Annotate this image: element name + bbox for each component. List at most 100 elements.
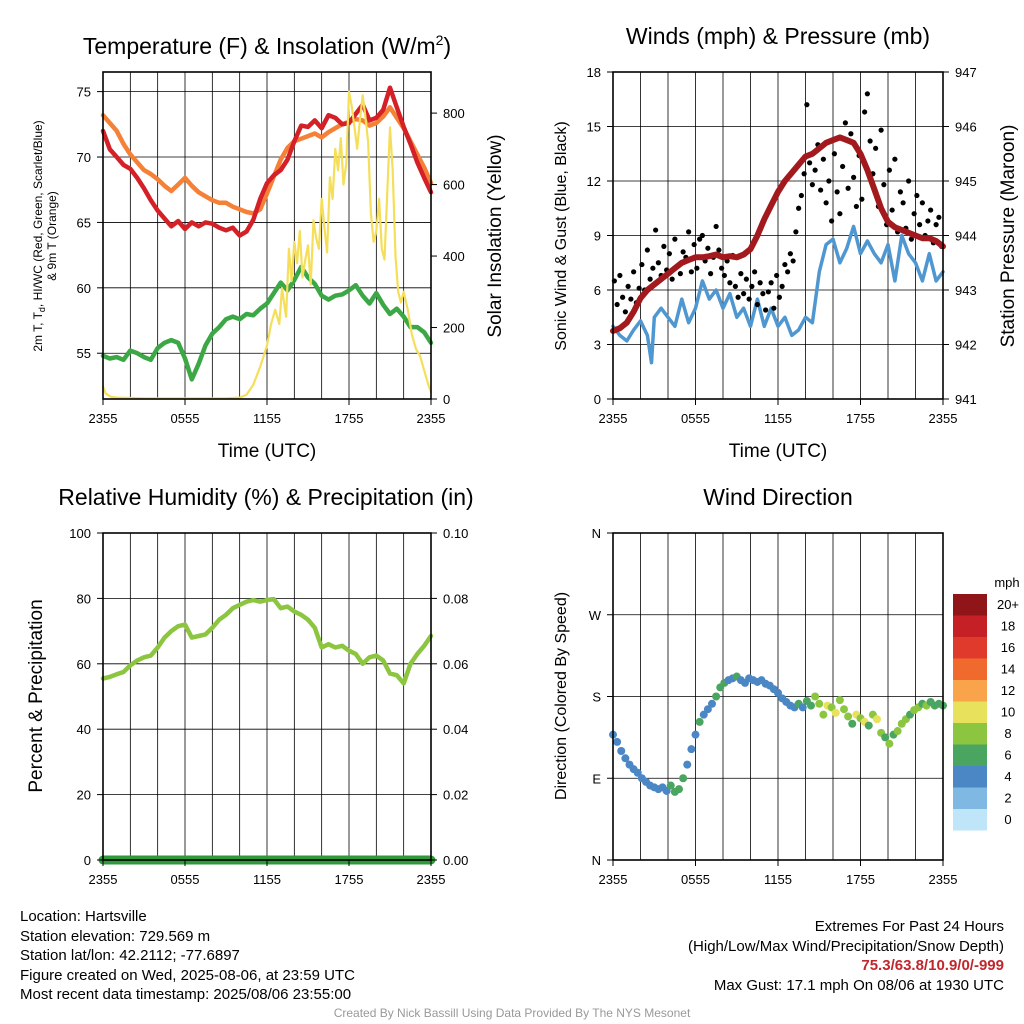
gust-point <box>686 229 692 235</box>
rh-ytick-label: 0 <box>84 853 91 868</box>
wind-y2tick-label: 943 <box>955 283 977 298</box>
gust-point <box>892 156 898 162</box>
gust-point <box>708 271 714 277</box>
temp-ytick-label: 60 <box>77 281 91 296</box>
station-location: Location: Hartsville <box>20 908 147 925</box>
gust-point <box>859 196 865 202</box>
legend-label: 6 <box>1004 748 1011 763</box>
gust-point <box>820 156 826 162</box>
temp-xtick-label: 0555 <box>171 411 200 426</box>
temp-orange-line <box>100 105 434 216</box>
direction-point <box>613 737 622 746</box>
extremes-legend: (High/Low/Max Wind/Precipitation/Snow De… <box>688 937 1004 955</box>
rh-y2tick-label: 0.02 <box>443 788 468 803</box>
gust-point <box>774 272 780 279</box>
direction-point <box>815 699 824 708</box>
direction-point <box>864 721 873 730</box>
temperature-title: Temperature (F) & Insolation (W/m2) <box>83 32 451 59</box>
gust-point <box>928 207 934 213</box>
temp-ytick-label: 55 <box>77 346 91 361</box>
wind-series <box>610 91 946 365</box>
direction-y-label: Direction (Colored By Speed) <box>553 592 570 800</box>
gust-point <box>765 289 771 295</box>
gust-point <box>862 109 868 115</box>
gust-point <box>908 236 914 242</box>
gust-point <box>716 247 722 253</box>
wind-title: Winds (mph) & Pressure (mb) <box>626 23 930 49</box>
wind-y2tick-label: 942 <box>955 338 977 353</box>
temp-xtick-label: 2355 <box>417 411 446 426</box>
gust-point <box>771 305 777 311</box>
temp-xtick-label: 1155 <box>253 411 281 426</box>
direction-point <box>811 692 820 701</box>
gust-point <box>798 192 804 199</box>
legend-label: 2 <box>1004 791 1011 806</box>
legend-label: 18 <box>1001 619 1015 634</box>
temp-ytick-label: 75 <box>77 85 91 100</box>
gust-point <box>807 160 813 166</box>
legend-swatch <box>953 594 987 616</box>
direction-point <box>831 708 840 717</box>
direction-point <box>844 712 853 721</box>
temperature-y-label-line2: & 9m T (Orange) <box>45 191 59 281</box>
legend-label: 0 <box>1004 812 1011 827</box>
gust-point <box>842 120 848 126</box>
gust-point <box>746 296 752 302</box>
gust-point <box>760 291 766 297</box>
wind-ytick-label: 6 <box>594 283 601 298</box>
wind-panel: Winds (mph) & Pressure (mb) 0 3 6 9 12 15 18 94… <box>553 23 1019 462</box>
gust-point <box>809 182 815 188</box>
temp-xtick-label: 1755 <box>335 411 364 426</box>
wind-x-label: Time (UTC) <box>729 441 828 462</box>
wind-y2tick-label: 941 <box>955 392 977 407</box>
station-elevation: Station elevation: 729.569 m <box>20 927 211 945</box>
dir-ytick-label: W <box>589 608 602 623</box>
wind-ytick-label: 18 <box>587 65 601 80</box>
wind-y-label: Sonic Wind & Gust (Blue, Black) <box>553 121 570 350</box>
gust-point <box>735 294 741 300</box>
gust-point <box>622 309 628 315</box>
temp-y2tick-label: 200 <box>443 321 465 336</box>
rh-y2tick-label: 0.00 <box>443 853 468 868</box>
legend-label: 14 <box>1001 662 1015 677</box>
rh-xtick-label: 1155 <box>253 872 281 887</box>
rh-ytick-label: 100 <box>69 526 91 541</box>
direction-point <box>683 760 692 769</box>
gust-point <box>936 214 942 220</box>
gust-point <box>831 151 837 157</box>
figure-created: Figure created on Wed, 2025-08-06, at 23… <box>20 966 355 984</box>
wind-blue-line <box>611 224 945 365</box>
wind-xtick-label: 0555 <box>681 411 710 426</box>
direction-point <box>679 774 688 783</box>
gust-point <box>917 222 923 228</box>
direction-point <box>848 719 857 728</box>
gust-point <box>779 283 785 289</box>
humidity-panel: Relative Humidity (%) & Precipitation (i… <box>26 484 474 887</box>
direction-point <box>774 688 782 697</box>
gust-point <box>925 218 931 224</box>
gust-point <box>853 203 859 210</box>
wind-maroon-line <box>610 134 946 334</box>
temp-ytick-label: 65 <box>77 215 91 230</box>
gust-point <box>790 258 796 264</box>
gust-point <box>763 307 769 313</box>
temperature-series <box>100 85 434 400</box>
direction-title: Wind Direction <box>703 484 853 510</box>
dir-xtick-label: 2355 <box>929 872 958 887</box>
pressure-y-label: Station Pressure (Maroon) <box>998 125 1019 348</box>
rh-xtick-label: 0555 <box>171 872 200 887</box>
rh-xtick-label: 1755 <box>335 872 364 887</box>
rh-y2tick-label: 0.06 <box>443 657 468 672</box>
recent-data-timestamp: Most recent data timestamp: 2025/08/06 2… <box>20 986 352 1003</box>
gust-point <box>787 251 793 257</box>
gust-point <box>699 232 705 239</box>
temp-y2tick-label: 800 <box>443 106 465 121</box>
direction-point <box>827 703 836 712</box>
gust-point <box>867 138 873 144</box>
humidity-ticks: 0 20 40 60 80 100 0.00 0.02 0.04 0.06 0.08 0.10 2355… <box>69 526 468 887</box>
gust-point <box>881 182 887 188</box>
gust-point <box>705 245 711 251</box>
rh-y2tick-label: 0.08 <box>443 591 468 606</box>
direction-point <box>819 710 828 719</box>
wind-xtick-label: 1155 <box>764 411 792 426</box>
